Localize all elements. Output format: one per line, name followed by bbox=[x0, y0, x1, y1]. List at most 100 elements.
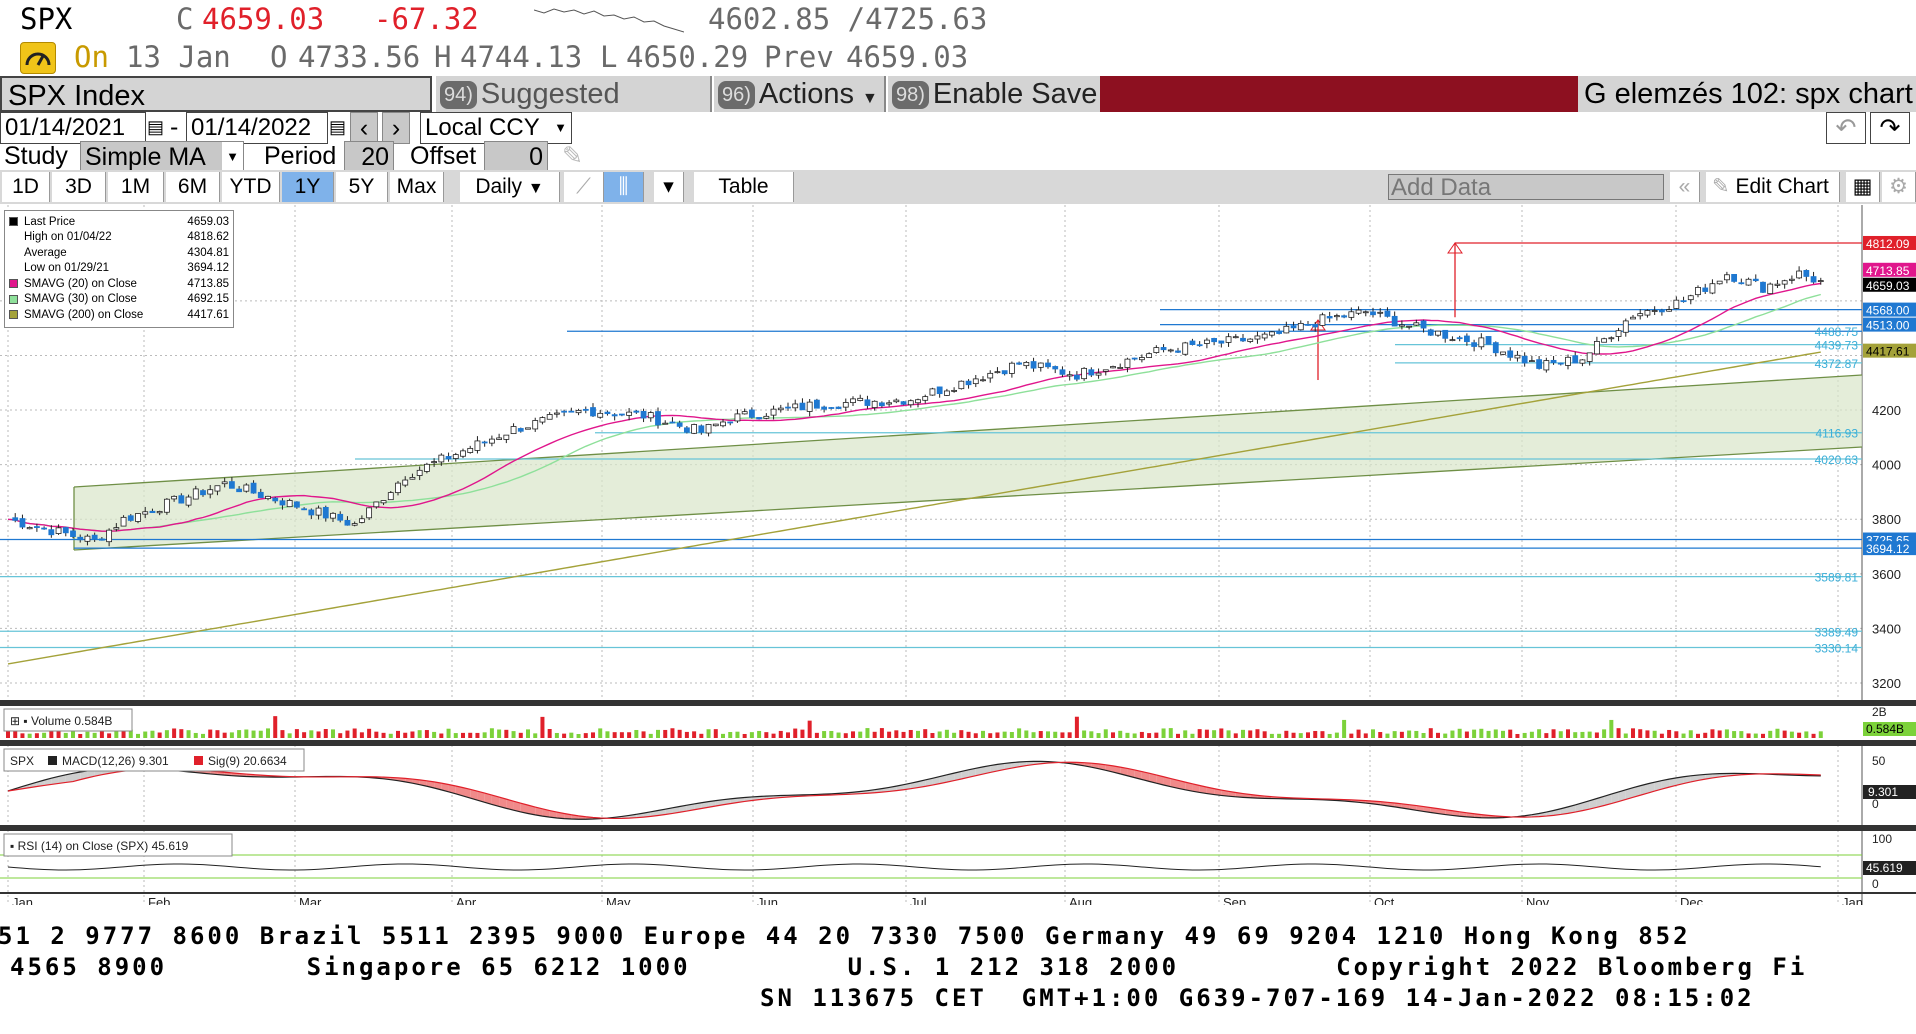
security-field[interactable]: SPX Index bbox=[0, 76, 432, 112]
candle-body bbox=[864, 399, 871, 406]
candle-body bbox=[1572, 355, 1579, 364]
volume-bar bbox=[229, 732, 234, 738]
collapse-icon[interactable]: « bbox=[1670, 172, 1700, 202]
suggested-charts-button[interactable]: 94)Suggested Charts bbox=[436, 76, 712, 146]
actions-menu[interactable]: 96) Actions ▼ bbox=[714, 76, 886, 112]
volume-bar bbox=[1508, 729, 1513, 738]
candle-body bbox=[171, 495, 178, 500]
pencil-icon[interactable]: ✎ bbox=[562, 142, 583, 170]
volume-bar bbox=[1255, 729, 1260, 738]
candle-body bbox=[12, 517, 19, 521]
candle-body bbox=[1030, 361, 1037, 369]
chart-type-dropdown[interactable]: ▾ bbox=[654, 172, 684, 202]
candle-body bbox=[972, 378, 979, 385]
period-input[interactable]: 20 bbox=[344, 141, 394, 173]
volume-bar bbox=[92, 732, 97, 738]
candle-body bbox=[1211, 337, 1218, 343]
volume-bar bbox=[1197, 729, 1202, 738]
gauge-icon[interactable] bbox=[20, 42, 56, 74]
rsi-label: ▪ RSI (14) on Close (SPX) 45.619 bbox=[10, 839, 189, 853]
candle-body bbox=[265, 495, 271, 500]
candle-body bbox=[460, 450, 466, 457]
add-data-input[interactable]: Add Data bbox=[1388, 174, 1664, 201]
volume-bar bbox=[42, 732, 47, 738]
range-button-1y[interactable]: 1Y bbox=[282, 172, 334, 202]
candle-body bbox=[1240, 337, 1246, 342]
legend-label: Low on 01/29/21 bbox=[24, 262, 110, 275]
start-date-input[interactable]: 01/14/2021 bbox=[0, 112, 146, 144]
volume-bar bbox=[27, 733, 32, 738]
macd-fill bbox=[1163, 776, 1171, 787]
volume-bar bbox=[786, 732, 790, 738]
candle-body bbox=[1781, 280, 1788, 285]
prev-period-button[interactable]: ‹ bbox=[350, 112, 378, 144]
candle-body bbox=[828, 407, 835, 409]
y-axis-label: 4200 bbox=[1872, 403, 1901, 418]
range-button-3d[interactable]: 3D bbox=[52, 172, 106, 202]
macd-fill bbox=[491, 795, 500, 807]
candle-body bbox=[322, 506, 329, 519]
edit-chart-button[interactable]: ✎ Edit Chart bbox=[1706, 172, 1840, 202]
enable-save-button[interactable]: 98) Enable Save bbox=[888, 76, 1100, 112]
table-button[interactable]: Table bbox=[694, 172, 794, 202]
gear-icon[interactable]: ⚙ bbox=[1882, 172, 1916, 202]
volume-bar bbox=[251, 730, 256, 738]
range-button-1d[interactable]: 1D bbox=[2, 172, 50, 202]
candle-body bbox=[351, 523, 358, 526]
volume-bar bbox=[1291, 732, 1296, 738]
legend-swatch bbox=[9, 294, 18, 304]
currency-select[interactable]: Local CCY ▼ bbox=[420, 112, 572, 144]
candle-body bbox=[1182, 342, 1189, 355]
calendar-icon[interactable]: ▤ bbox=[147, 117, 165, 137]
macd-fill bbox=[87, 769, 95, 778]
volume-bar bbox=[648, 733, 653, 738]
range-button-6m[interactable]: 6M bbox=[166, 172, 220, 202]
calendar-icon[interactable]: ▤ bbox=[329, 117, 347, 137]
study-type: Simple MA bbox=[85, 143, 206, 171]
range-button-ytd[interactable]: YTD bbox=[222, 172, 280, 202]
end-date-input[interactable]: 01/14/2022 bbox=[186, 112, 328, 144]
macd-fill bbox=[1669, 777, 1677, 788]
volume-tag bbox=[1863, 722, 1916, 736]
range-button-max[interactable]: Max bbox=[390, 172, 444, 202]
undo-button[interactable]: ↶ bbox=[1826, 112, 1866, 144]
volume-bar bbox=[1493, 729, 1498, 738]
macd-swatch bbox=[48, 756, 57, 765]
frequency-select[interactable]: Daily ▼ bbox=[460, 172, 560, 202]
candle-body bbox=[330, 512, 336, 519]
study-select[interactable]: Simple MA ▼ bbox=[80, 141, 244, 173]
candle-body bbox=[337, 513, 344, 521]
redo-button[interactable]: ↷ bbox=[1870, 112, 1910, 144]
line-chart-icon[interactable]: ⟋ bbox=[564, 172, 604, 202]
price-tag bbox=[1863, 317, 1916, 332]
candle-body bbox=[1052, 366, 1059, 370]
offset-input[interactable]: 0 bbox=[484, 141, 548, 173]
volume-bar bbox=[699, 733, 704, 738]
macd-fill bbox=[549, 810, 557, 818]
next-period-button[interactable]: › bbox=[382, 112, 410, 144]
candle-body bbox=[1644, 310, 1651, 316]
candle-body bbox=[293, 501, 300, 508]
candle-body bbox=[1348, 311, 1355, 318]
range-button-5y[interactable]: 5Y bbox=[336, 172, 388, 202]
volume-bar bbox=[1053, 731, 1058, 738]
candle-body bbox=[1319, 314, 1326, 326]
chart-settings-icon[interactable]: ▦ bbox=[1846, 172, 1880, 202]
legend-label: High on 01/04/22 bbox=[24, 231, 112, 244]
macd-fill bbox=[535, 807, 543, 817]
macd-fill bbox=[1004, 762, 1012, 770]
candle-chart-icon[interactable]: ⫼ bbox=[604, 172, 644, 202]
candle-body bbox=[936, 386, 943, 395]
volume-bar bbox=[1320, 731, 1325, 738]
volume-bar bbox=[1696, 733, 1700, 738]
candle-body bbox=[221, 481, 228, 485]
candle-body bbox=[1478, 337, 1485, 348]
candle-body bbox=[886, 402, 893, 405]
volume-bar bbox=[1009, 732, 1014, 738]
macd-fill bbox=[1647, 782, 1655, 794]
candle-body bbox=[1651, 310, 1658, 312]
volume-bar bbox=[1111, 732, 1115, 738]
range-button-1m[interactable]: 1M bbox=[108, 172, 164, 202]
candle-body bbox=[84, 535, 91, 542]
